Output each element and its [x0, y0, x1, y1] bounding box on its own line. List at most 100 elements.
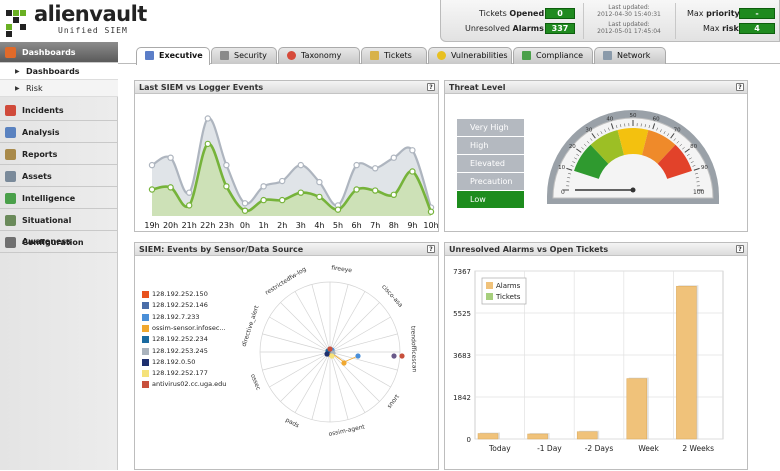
x-tick-label: 7h — [370, 221, 380, 230]
y-tick-label: 7367 — [453, 268, 471, 276]
unresolved-alarms-label: Unresolved Alarms — [465, 24, 544, 33]
x-tick-label: 20h — [163, 221, 178, 230]
last-updated-label-1: Last updated: — [589, 4, 669, 11]
legend-swatch — [142, 302, 149, 309]
data-point — [261, 198, 266, 203]
tab-compliance[interactable]: Compliance — [513, 47, 593, 64]
sidebar-subitem-dashboards[interactable]: ▶ Dashboards — [0, 63, 118, 80]
sidebar-item-label: Dashboards — [22, 48, 76, 57]
radar-axis-label: ossec — [249, 373, 262, 391]
tab-network[interactable]: Network — [594, 47, 666, 64]
tab-executive[interactable]: Executive — [136, 47, 210, 65]
legend-swatch — [142, 370, 149, 377]
x-tick-label: 9h — [407, 221, 417, 230]
sensor-source-panel: SIEM: Events by Sensor/Data Source? 128.… — [134, 242, 439, 470]
max-risk-badge[interactable]: 4 — [739, 23, 775, 34]
data-point — [354, 187, 359, 192]
x-tick-label: 0h — [240, 221, 250, 230]
ticket-icon — [370, 51, 379, 60]
data-point — [391, 155, 396, 160]
data-point — [317, 194, 322, 199]
data-point — [354, 163, 359, 168]
gauge-tick-label: 20 — [569, 144, 576, 150]
radar-point — [324, 351, 329, 356]
legend-item[interactable]: 128.192.252.146 — [142, 301, 208, 310]
sidebar-item-dashboards[interactable]: Dashboards — [0, 42, 118, 63]
panel-header: Threat Level? — [445, 81, 747, 94]
legend-label: 128.192.252.234 — [152, 335, 208, 343]
sidebar-subitem-label: Dashboards — [26, 67, 80, 76]
warning-icon — [437, 51, 446, 60]
legend-label: antivirus02.cc.uga.edu — [152, 380, 226, 388]
legend-item[interactable]: 128.192.253.245 — [142, 347, 208, 356]
data-point — [242, 208, 247, 213]
tab-taxonomy[interactable]: Taxonomy — [278, 47, 360, 64]
sidebar-item-situational-awareness[interactable]: Situational Awareness — [0, 210, 118, 231]
data-point — [168, 155, 173, 160]
legend-swatch — [142, 336, 149, 343]
unresolved-alarms-badge[interactable]: 337 — [545, 23, 575, 34]
sidebar-item-intelligence[interactable]: Intelligence — [0, 188, 118, 209]
threat-level-low[interactable]: Low — [457, 191, 524, 208]
gauge-tick-label: 50 — [630, 113, 637, 119]
legend-swatch — [142, 348, 149, 355]
help-icon[interactable]: ? — [427, 83, 435, 91]
legend-item[interactable]: 128.192.252.177 — [142, 369, 208, 378]
max-priority-label: Max priority — [687, 9, 740, 18]
legend-label: 128.192.0.50 — [152, 358, 195, 366]
x-tick-label: 2 Weeks — [682, 444, 714, 453]
threat-level-precaution[interactable]: Precaution — [457, 173, 524, 190]
sidebar: Dashboards ▶ Dashboards ▶ Risk Incidents… — [0, 42, 118, 470]
sidebar-item-assets[interactable]: Assets — [0, 166, 118, 187]
sidebar-item-analysis[interactable]: Analysis — [0, 122, 118, 143]
sidebar-item-label: Reports — [22, 150, 57, 159]
lock-icon — [220, 51, 229, 60]
data-point — [317, 179, 322, 184]
bar — [676, 286, 696, 439]
threat-level-high[interactable]: High — [457, 137, 524, 154]
sidebar-subitem-risk[interactable]: ▶ Risk — [0, 80, 118, 97]
data-point — [242, 201, 247, 206]
tickets-opened-badge[interactable]: 0 — [545, 8, 575, 19]
radar-point — [399, 353, 404, 358]
legend-item[interactable]: ossim-sensor.infosec... — [142, 324, 226, 333]
legend-item[interactable]: 128.192.252.234 — [142, 335, 208, 344]
threat-level-very-high[interactable]: Very High — [457, 119, 524, 136]
x-tick-label: 6h — [352, 221, 362, 230]
tab-tickets[interactable]: Tickets — [361, 47, 427, 64]
tab-security[interactable]: Security — [211, 47, 277, 64]
legend-item[interactable]: antivirus02.cc.uga.edu — [142, 380, 226, 389]
panel-header: Last SIEM vs Logger Events? — [135, 81, 438, 94]
radar-axis-label: pads — [284, 417, 300, 430]
sidebar-item-label: Configuration — [22, 238, 84, 247]
help-icon[interactable]: ? — [736, 245, 744, 253]
gauge-needle-pivot — [631, 188, 636, 193]
logo-subtitle: Unified SIEM — [58, 26, 128, 35]
legend-swatch — [142, 314, 149, 321]
network-icon — [603, 51, 612, 60]
sidebar-item-configuration[interactable]: Configuration — [0, 232, 118, 253]
data-point — [280, 178, 285, 183]
legend-item[interactable]: 128.192.252.150 — [142, 290, 208, 299]
x-tick-label: 19h — [144, 221, 159, 230]
legend-swatch — [142, 291, 149, 298]
max-priority-badge[interactable]: - — [739, 8, 775, 19]
assets-icon — [5, 171, 16, 182]
alienvault-logo[interactable]: alienvault Unified SIEM — [6, 4, 156, 38]
legend-item[interactable]: 128.192.7.233 — [142, 313, 200, 322]
legend-item[interactable]: 128.192.0.50 — [142, 358, 195, 367]
last-updated-time-2: 2012-05-01 17:45:04 — [589, 28, 669, 35]
x-tick-label: 2h — [277, 221, 287, 230]
x-tick-label: Today — [488, 444, 511, 453]
help-icon[interactable]: ? — [736, 83, 744, 91]
panel-header: Unresolved Alarms vs Open Tickets? — [445, 243, 747, 256]
x-tick-label: Week — [638, 444, 659, 453]
logo-text: alienvault — [34, 2, 147, 26]
help-icon[interactable]: ? — [427, 245, 435, 253]
legend-label: ossim-sensor.infosec... — [152, 324, 226, 332]
threat-level-elevated[interactable]: Elevated — [457, 155, 524, 172]
bar — [627, 379, 647, 439]
sidebar-item-reports[interactable]: Reports — [0, 144, 118, 165]
sidebar-item-incidents[interactable]: Incidents — [0, 100, 118, 121]
tab-vulnerabilities[interactable]: Vulnerabilities — [428, 47, 512, 64]
